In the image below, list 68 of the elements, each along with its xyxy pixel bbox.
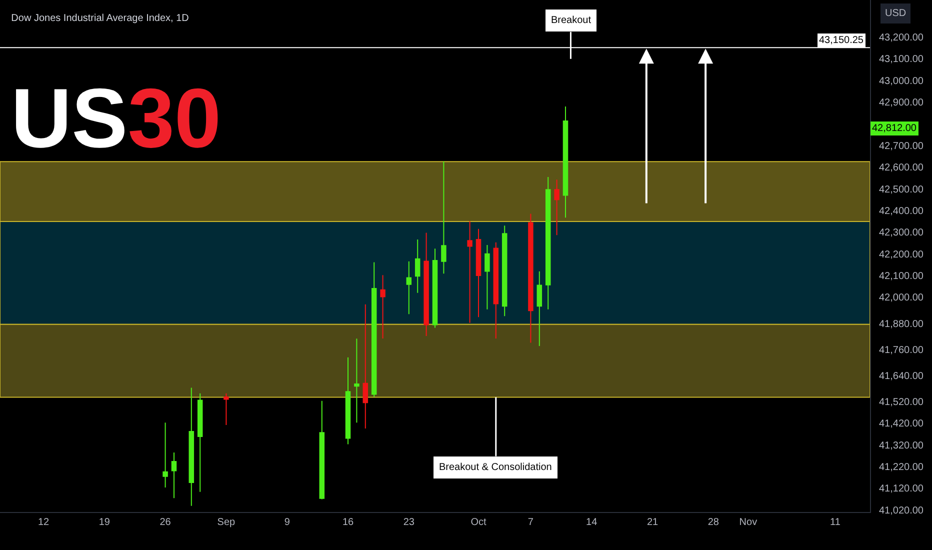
- candlestick: [171, 452, 177, 499]
- candlestick: [197, 392, 203, 492]
- y-tick-label: 42,700.00: [879, 140, 924, 152]
- x-tick-label: 14: [586, 517, 598, 528]
- candlestick: [493, 242, 499, 339]
- ref-line-label: 43,150.25: [819, 35, 864, 46]
- y-tick-label: 41,020.00: [879, 505, 924, 516]
- x-tick-label: 9: [284, 517, 290, 528]
- y-tick-label: 41,760.00: [879, 344, 924, 356]
- x-tick-label: 21: [646, 517, 658, 528]
- candlestick: [371, 262, 377, 398]
- y-tick-label: 41,420.00: [879, 418, 924, 430]
- candlestick: [441, 160, 446, 274]
- x-tick-label: Sep: [217, 517, 236, 528]
- candlestick: [484, 244, 490, 310]
- y-tick-label: 41,220.00: [879, 462, 924, 473]
- x-tick-label: 23: [403, 517, 415, 528]
- y-tick-label: 41,120.00: [879, 484, 924, 495]
- candlestick: [424, 232, 429, 337]
- candlestick: [162, 422, 168, 488]
- candlestick: [476, 228, 482, 318]
- candlestick: [345, 356, 351, 445]
- candlestick: [414, 239, 420, 294]
- y-tick-label: 41,320.00: [879, 440, 924, 452]
- y-tick-label: 43,000.00: [879, 76, 924, 87]
- annotation: US30: [11, 71, 222, 165]
- y-tick-label: 41,880.00: [879, 318, 924, 330]
- candlestick: [406, 260, 412, 315]
- x-tick-label: 28: [708, 517, 720, 528]
- y-tick-label: 41,520.00: [879, 396, 924, 408]
- x-tick-label: 12: [38, 517, 50, 528]
- candlestick: [319, 400, 325, 500]
- y-axis-title: USD: [885, 8, 906, 19]
- candlestick: [380, 274, 386, 339]
- text: 42,812.00: [872, 123, 917, 134]
- x-tick-label: 26: [160, 517, 172, 528]
- candlestick: [362, 304, 368, 429]
- y-tick-label: 42,200.00: [879, 249, 924, 260]
- candlestick: [224, 392, 229, 426]
- candlestick: [545, 176, 551, 310]
- y-tick-label: 42,600.00: [879, 162, 924, 174]
- y-tick-label: 42,000.00: [879, 292, 924, 304]
- annotation: Breakout & Consolidation: [439, 462, 552, 473]
- x-tick-label: Nov: [739, 517, 758, 528]
- candlestick: [554, 179, 560, 236]
- candlestick: [432, 248, 438, 328]
- candlestick: [467, 220, 472, 324]
- candlestick: [188, 387, 194, 506]
- y-tick-label: 42,300.00: [879, 228, 924, 239]
- x-tick-label: 19: [98, 517, 110, 528]
- candlestick: [502, 225, 508, 317]
- annotation: Breakout: [551, 15, 592, 26]
- y-tick-label: 42,400.00: [879, 206, 924, 217]
- y-tick-label: 43,200.00: [879, 32, 924, 44]
- y-tick-label: 42,500.00: [879, 184, 924, 196]
- y-tick-label: 42,900.00: [879, 97, 924, 108]
- candlestick: [354, 338, 360, 424]
- y-tick-label: 42,100.00: [879, 271, 924, 282]
- x-tick-label: 16: [342, 517, 354, 528]
- candlestick: [528, 213, 534, 344]
- y-tick-label: 41,640.00: [879, 370, 924, 382]
- text: Dow Jones Industrial Average Index, 1D: [11, 12, 189, 24]
- candlestick: [562, 106, 568, 218]
- x-tick-label: 11: [830, 517, 841, 528]
- x-tick-label: Oct: [470, 517, 486, 528]
- y-tick-label: 43,100.00: [879, 54, 924, 66]
- x-tick-label: 7: [528, 517, 534, 528]
- candlestick: [536, 270, 542, 347]
